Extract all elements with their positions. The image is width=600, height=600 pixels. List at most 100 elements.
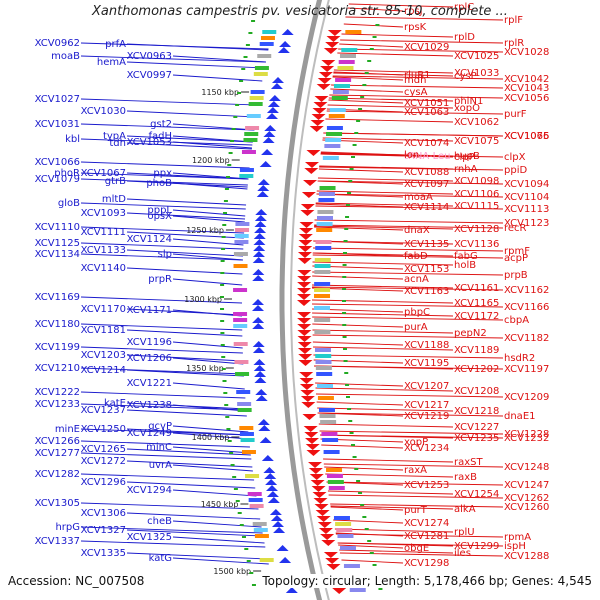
gene-label-left[interactable]: XCV1238 xyxy=(127,400,172,411)
gene-label-left[interactable]: XCV1066 xyxy=(35,157,80,168)
gene-label-right[interactable]: XCV1135 xyxy=(404,239,449,250)
gene-label-right[interactable]: XCV1182 xyxy=(504,333,549,344)
gene-label-right[interactable]: cbpA xyxy=(504,315,529,326)
gene-label-right[interactable]: acnA xyxy=(404,274,429,285)
gene-label-left[interactable]: XCV1140 xyxy=(81,263,126,274)
gene-label-right[interactable]: XCV1166 xyxy=(504,302,549,313)
gene-label-right[interactable]: raxA xyxy=(404,465,427,476)
gene-label-right[interactable]: XCV1281 xyxy=(404,531,449,542)
gene-label-left[interactable]: XCV1203 xyxy=(81,350,126,361)
gene-label-left[interactable]: XCV1206 xyxy=(127,353,172,364)
gene-label-right[interactable]: XCV1042 xyxy=(504,74,549,85)
gene-label-left[interactable]: minE xyxy=(55,424,80,435)
gene-label-right[interactable]: XCV1097 xyxy=(404,179,449,190)
gene-label-right[interactable]: tRNA-Leu xyxy=(404,151,450,162)
gene-label-right[interactable]: xopO xyxy=(454,103,480,114)
gene-label-right[interactable]: rluB1 xyxy=(404,70,430,81)
gene-label-right[interactable]: rpsJ xyxy=(404,6,423,17)
gene-label-right[interactable]: XCV1262 xyxy=(504,493,549,504)
gene-label-right[interactable]: XCV1033 xyxy=(454,68,499,79)
gene-label-left[interactable]: XCV1265 xyxy=(81,444,126,455)
gene-label-left[interactable]: XCV1196 xyxy=(127,337,172,348)
gene-label-left[interactable]: XCV1079 xyxy=(35,174,80,185)
gene-label-right[interactable]: XCV1235 xyxy=(454,433,499,444)
gene-label-right[interactable]: purT xyxy=(404,505,428,516)
gene-label-right[interactable]: XCV1056 xyxy=(504,93,549,104)
gene-label-right[interactable]: XCV1051 xyxy=(404,98,449,109)
gene-label-left[interactable]: XCV1181 xyxy=(81,325,126,336)
gene-label-right[interactable]: clpX xyxy=(504,152,526,163)
gene-label-right[interactable]: XCV1106 xyxy=(454,189,499,200)
gene-label-right[interactable]: XCV1227 xyxy=(454,422,499,433)
gene-label-left[interactable]: XCV1249 xyxy=(127,428,172,439)
gene-label-right[interactable]: XCV1207 xyxy=(404,381,449,392)
gene-label-right[interactable]: XCV1065 xyxy=(504,131,549,142)
gene-label-left[interactable]: XCV0962 xyxy=(35,38,80,49)
gene-label-left[interactable]: XCV1325 xyxy=(127,532,172,543)
gene-label-right[interactable]: XCV1247 xyxy=(504,480,549,491)
gene-label-right[interactable]: holB xyxy=(454,260,476,271)
gene-label-left[interactable]: gcvP xyxy=(148,421,172,432)
gene-label-left[interactable]: XCV1124 xyxy=(127,234,172,245)
gene-label-left[interactable]: gtrB xyxy=(105,176,126,187)
gene-label-right[interactable]: XCV1189 xyxy=(454,345,499,356)
gene-label-right[interactable]: XCV1197 xyxy=(504,364,549,375)
gene-label-left[interactable]: XCV1294 xyxy=(127,485,172,496)
gene-label-left[interactable]: XCV1335 xyxy=(81,548,126,559)
gene-label-right[interactable]: XCV1253 xyxy=(404,480,449,491)
gene-label-right[interactable]: XCV1165 xyxy=(454,298,499,309)
gene-label-right[interactable]: XCV1098 xyxy=(454,176,499,187)
gene-label-right[interactable]: cysP xyxy=(454,71,477,82)
gene-label-left[interactable]: katG xyxy=(149,553,172,564)
gene-label-left[interactable]: XCV1296 xyxy=(81,477,126,488)
gene-label-right[interactable]: fabG xyxy=(454,251,478,262)
gene-label-left[interactable]: XCV1111 xyxy=(81,227,126,238)
gene-label-right[interactable]: XCV1208 xyxy=(454,386,499,397)
gene-label-right[interactable]: rpmA xyxy=(504,532,531,543)
gene-label-right[interactable]: XCV1114 xyxy=(404,202,449,213)
gene-label-right[interactable]: XCV1260 xyxy=(504,502,549,513)
gene-label-right[interactable]: rpmF xyxy=(504,246,530,257)
gene-label-right[interactable]: XCV1248 xyxy=(504,462,549,473)
gene-label-left[interactable]: XCV1221 xyxy=(127,378,172,389)
gene-label-left[interactable]: XCV1027 xyxy=(35,94,80,105)
gene-label-right[interactable]: XCV1123 xyxy=(504,218,549,229)
gene-label-right[interactable]: hupB xyxy=(454,151,480,162)
gene-label-left[interactable]: XCV1125 xyxy=(35,238,80,249)
gene-label-right[interactable]: XCV1043 xyxy=(504,83,549,94)
gene-label-left[interactable]: katE xyxy=(104,398,126,409)
gene-label-right[interactable]: iles xyxy=(454,548,471,559)
gene-label-left[interactable]: XCV1170 xyxy=(81,304,126,315)
gene-label-right[interactable]: acpP xyxy=(504,253,528,264)
gene-label-right[interactable]: XCV1161 xyxy=(454,283,499,294)
gene-label-right[interactable]: recR xyxy=(504,223,527,234)
gene-label-left[interactable]: ppx xyxy=(153,168,172,179)
gene-label-left[interactable]: XCV1169 xyxy=(35,292,80,303)
gene-label-right[interactable]: XCV1298 xyxy=(404,558,449,569)
gene-label-left[interactable]: XCV1233 xyxy=(35,399,80,410)
gene-label-right[interactable]: rplU xyxy=(454,527,475,538)
gene-label-right[interactable]: prpB xyxy=(504,270,528,281)
gene-label-right[interactable]: XCV1232 xyxy=(504,433,549,444)
gene-label-right[interactable]: XCV1025 xyxy=(454,51,499,62)
gene-label-right[interactable]: XCV1254 xyxy=(454,489,499,500)
gene-label-left[interactable]: XCV0997 xyxy=(127,70,172,81)
gene-label-right[interactable]: xopP xyxy=(404,437,428,448)
gene-label-right[interactable]: XCV1029 xyxy=(404,42,449,53)
gene-label-right[interactable]: XCV1217 xyxy=(404,400,449,411)
gene-label-right[interactable]: moaA xyxy=(404,192,433,203)
gene-label-right[interactable]: XCV1228 xyxy=(504,429,549,440)
gene-label-left[interactable]: hemA xyxy=(97,57,126,68)
gene-label-right[interactable]: XCV1104 xyxy=(504,192,549,203)
gene-label-left[interactable]: XCV1067 xyxy=(81,168,126,179)
gene-label-right[interactable]: phlN1 xyxy=(454,96,483,107)
gene-label-left[interactable]: XCV1250 xyxy=(81,424,126,435)
gene-label-right[interactable]: XCV1195 xyxy=(404,358,449,369)
gene-label-right[interactable]: obgE xyxy=(404,543,429,554)
gene-label-right[interactable]: hsdR2 xyxy=(504,353,535,364)
gene-label-left[interactable]: pppL xyxy=(147,205,172,216)
gene-label-right[interactable]: XCV1163 xyxy=(404,286,449,297)
gene-label-right[interactable]: XCV1074 xyxy=(404,138,449,149)
gene-label-left[interactable]: XCV1305 xyxy=(35,498,80,509)
